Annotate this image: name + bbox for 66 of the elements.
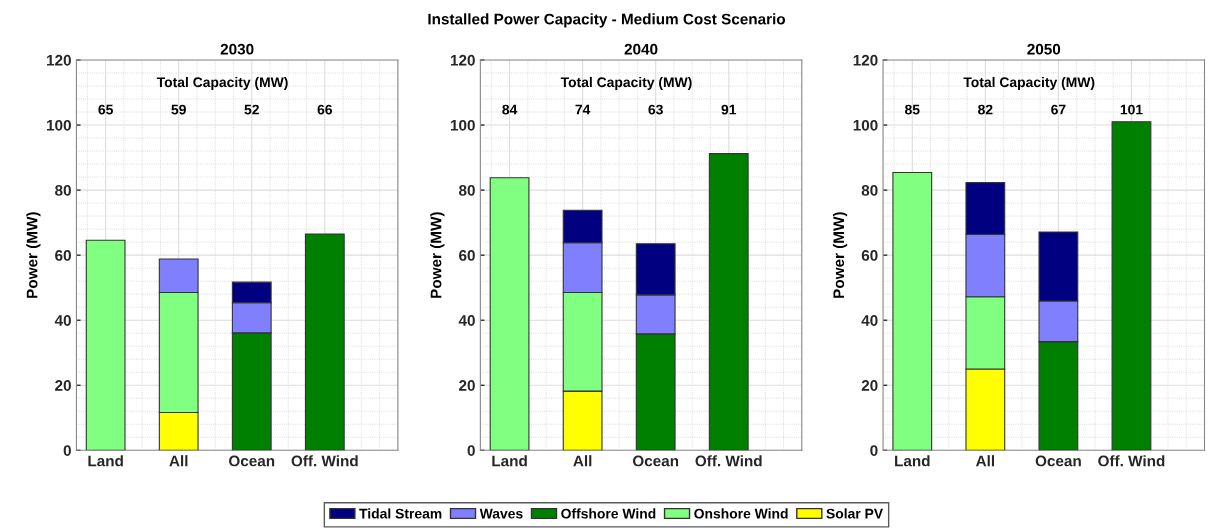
bar [892,171,933,451]
y-axis-title: Power (MW) [430,212,445,298]
y-tick-label: 0 [63,445,71,456]
chart-title: 2040 [624,43,658,55]
annotation: 52 [244,104,259,115]
y-tick-label: 40 [861,315,878,326]
bar [708,153,749,451]
y-tick-label: 120 [450,54,475,66]
y-tick-label: 80 [861,184,878,196]
legend-label: Solar PV [826,508,884,519]
annotation: Total Capacity (MW) [560,76,692,90]
x-tick-label: Land [895,455,930,467]
y-tick-label: 120 [853,54,878,66]
bar [85,239,126,451]
annotation: 91 [721,104,737,115]
x-tick-label: Off. Wind [695,455,762,467]
annotation: 67 [1051,104,1066,115]
x-tick-label: All [573,455,592,467]
x-tick-label: Off. Wind [1098,455,1165,467]
annotation: 84 [502,104,518,115]
y-tick-label: 0 [870,445,878,456]
x-tick-label: Off. Wind [291,455,358,467]
x-tick-label: Ocean [1035,455,1081,467]
bar [1111,121,1152,451]
annotation: 59 [171,104,186,115]
chart-title: 2030 [220,43,254,55]
text: Installed Power Capacity - Medium Cost Scenario [428,13,786,28]
y-tick-label: 120 [47,54,71,66]
annotation: 65 [98,104,113,115]
legend-label: Tidal Stream [359,508,442,519]
legend-label: Waves [479,508,523,519]
bar [489,177,530,451]
y-tick-label: 40 [458,315,475,326]
x-tick-label: Ocean [229,455,275,467]
chart-title: 2050 [1027,43,1061,55]
y-tick-label: 60 [459,250,475,261]
legend-label: Offshore Wind [561,508,656,519]
y-tick-label: 0 [467,445,475,456]
y-tick-label: 20 [55,380,71,391]
y-tick-label: 100 [450,119,475,131]
x-tick-label: All [975,455,995,467]
y-tick-label: 100 [47,119,71,131]
annotation: 85 [905,104,920,115]
x-tick-label: All [169,455,188,467]
annotation: 63 [648,104,663,115]
y-tick-label: 60 [55,250,71,261]
y-tick-label: 100 [853,119,878,131]
annotation: 101 [1120,104,1143,115]
x-tick-label: Land [88,455,123,467]
annotation: 82 [978,104,993,115]
x-tick-label: Ocean [632,455,679,467]
y-tick-label: 60 [861,250,878,261]
y-tick-label: 80 [55,184,71,196]
y-tick-label: 20 [459,380,475,391]
x-tick-label: Land [492,455,527,467]
y-axis-title: Power (MW) [26,212,41,298]
annotation: 74 [575,104,591,115]
y-tick-label: 20 [861,380,878,391]
y-tick-label: 80 [458,184,475,196]
y-axis-title: Power (MW) [832,212,848,298]
annotation: Total Capacity (MW) [963,76,1095,90]
annotation: Total Capacity (MW) [156,76,288,90]
y-tick-label: 40 [54,315,71,326]
annotation: 66 [317,104,333,115]
bar [304,233,345,451]
legend-label: Onshore Wind [694,508,788,519]
